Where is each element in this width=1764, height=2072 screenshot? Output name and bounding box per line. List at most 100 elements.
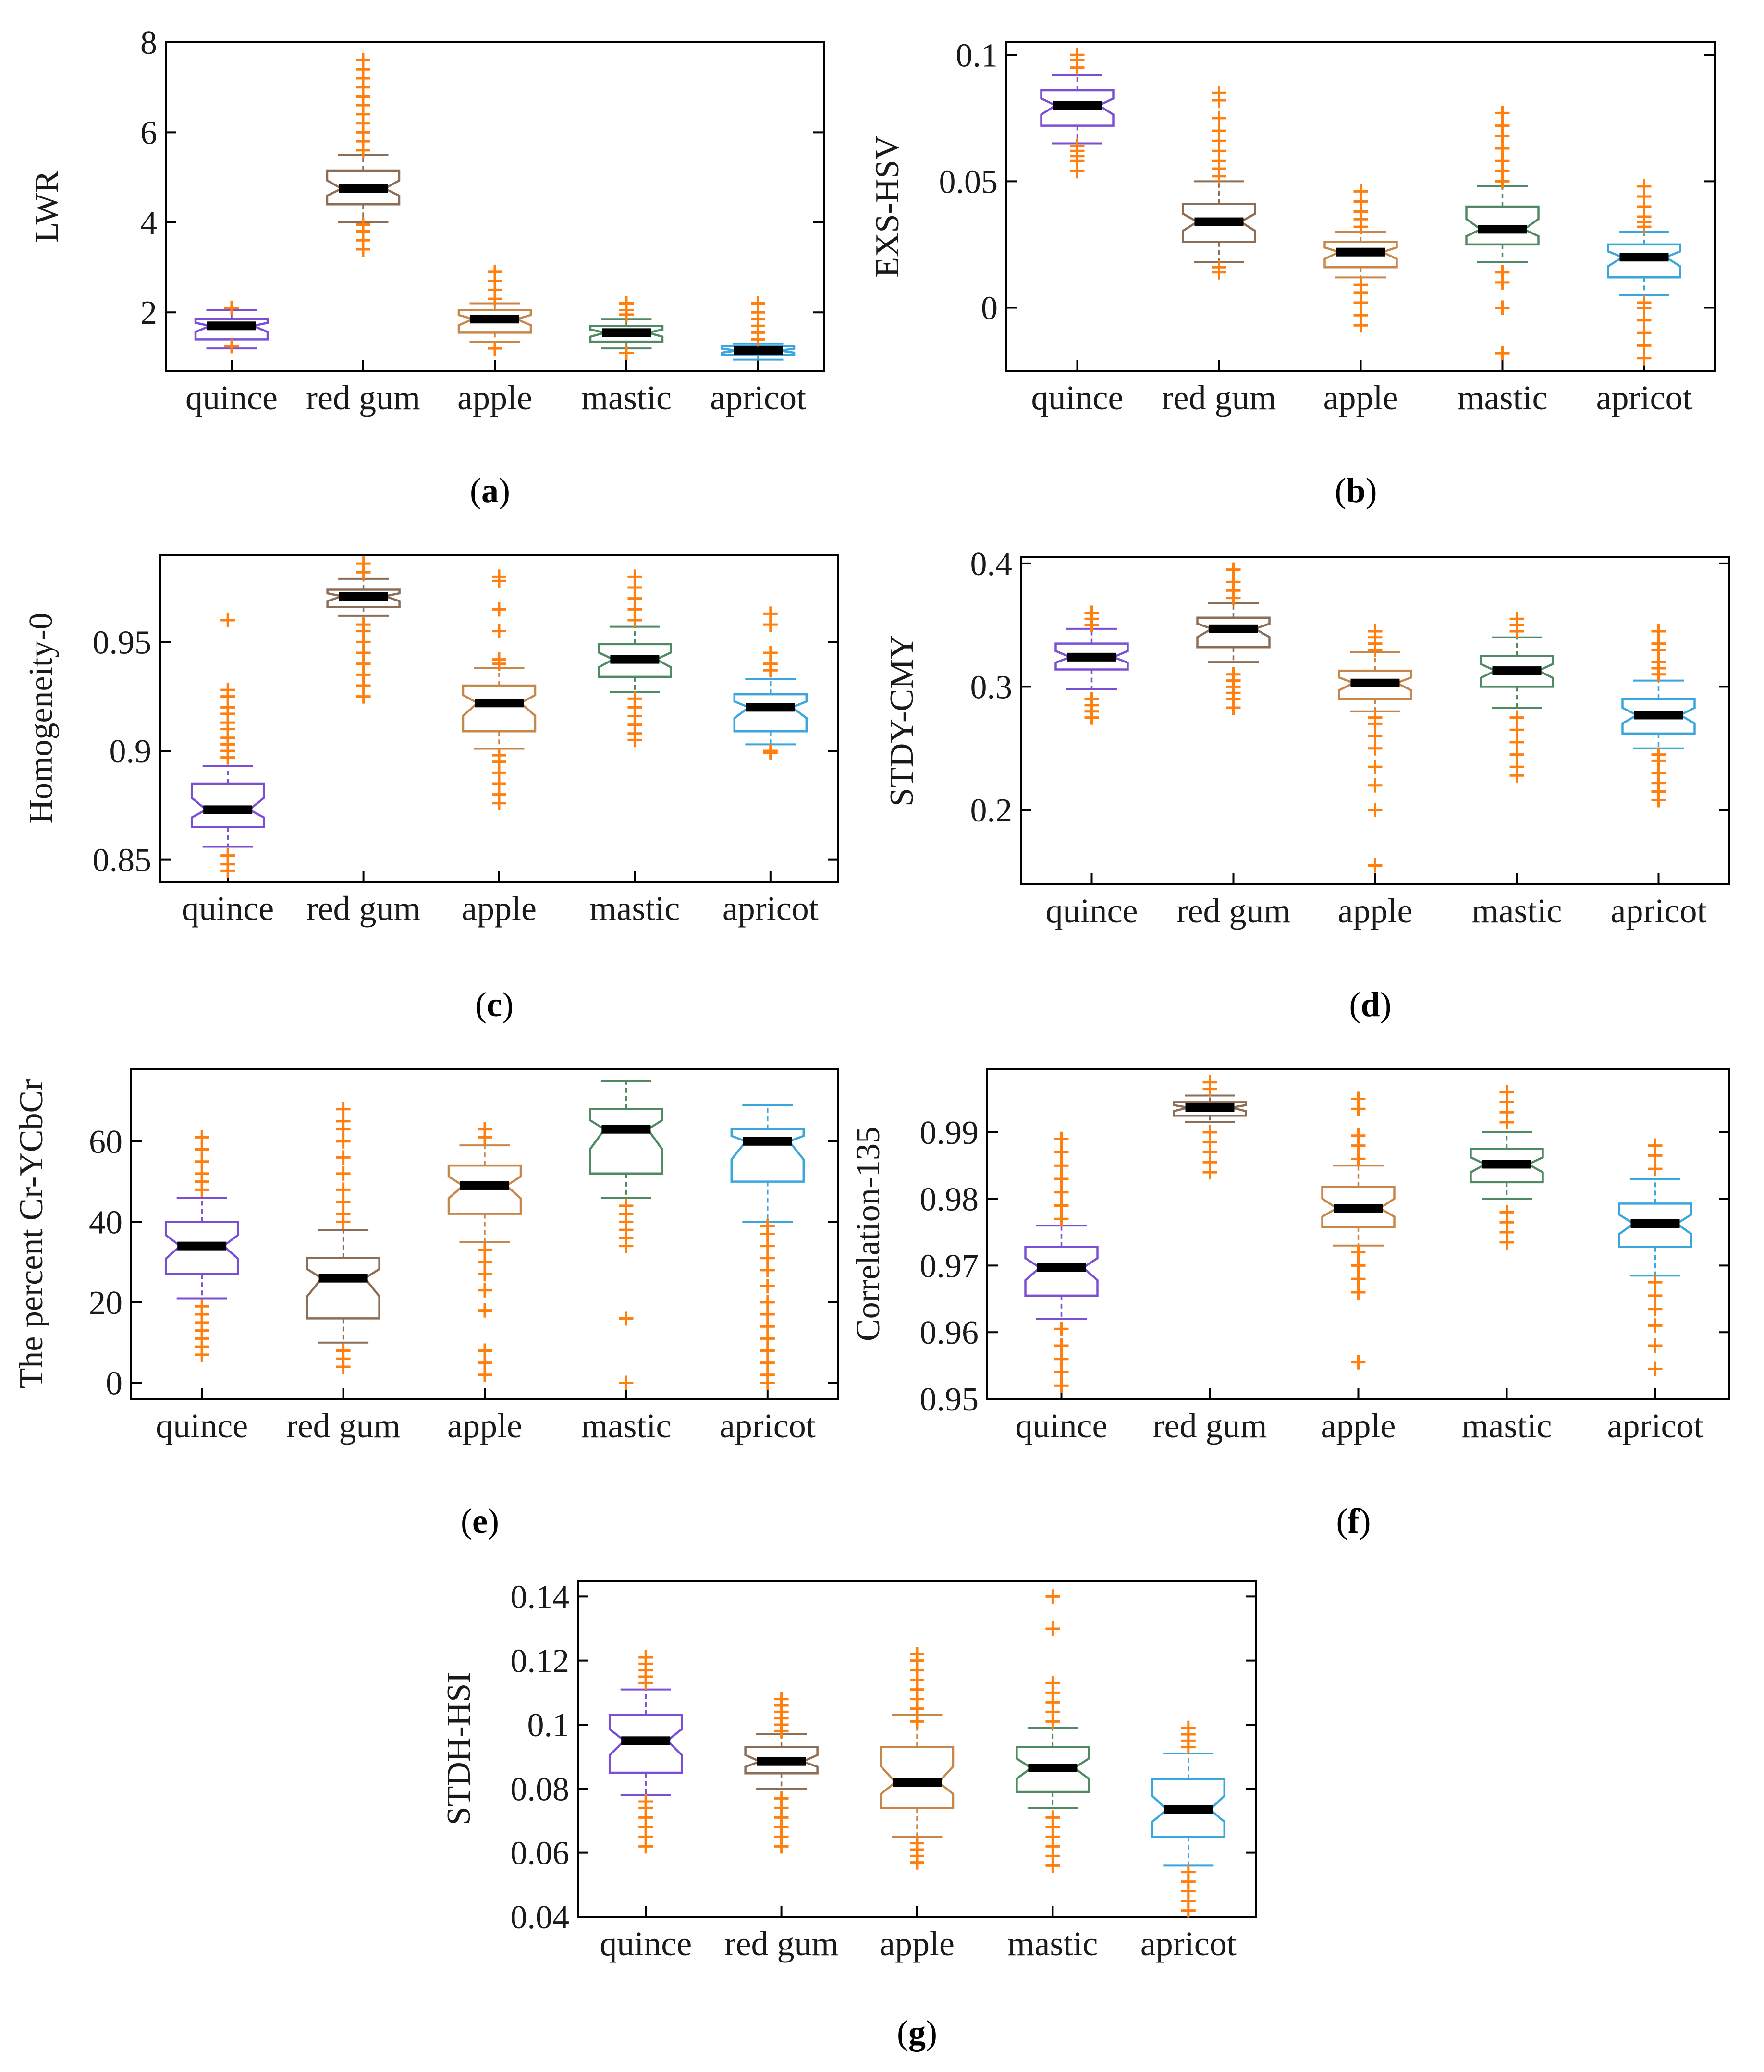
x-tick-label-red-gum: red gum [306, 889, 421, 928]
caption-letter: e [472, 1502, 488, 1540]
panel-caption-c: (c) [475, 985, 514, 1024]
outlier-point [492, 602, 506, 617]
outlier-point [336, 1182, 351, 1197]
box-apricot [1618, 1138, 1692, 1376]
outlier-point [336, 1114, 351, 1128]
x-tick-label-mastic: mastic [581, 1407, 671, 1445]
outlier-point [1054, 1172, 1069, 1186]
median-marker [1634, 711, 1683, 720]
outlier-point [1045, 1676, 1060, 1691]
outlier-point [1212, 123, 1226, 138]
box-apple [462, 569, 537, 810]
outlier-point [760, 1238, 775, 1253]
outlier-point [1495, 141, 1510, 156]
outlier-point [760, 1251, 775, 1265]
outlier-point [1226, 667, 1241, 682]
x-tick-label-red-gum: red gum [306, 379, 420, 417]
chart-panel-d: 0.2 0.3 0.4 quince red gum apple mastic apricot… [883, 546, 1730, 1024]
y-tick-label: 0.99 [920, 1115, 979, 1152]
x-tick-label-apricot: apricot [1611, 892, 1707, 930]
x-tick-label-quince: quince [185, 379, 278, 417]
outlier-point [1651, 747, 1666, 762]
outlier-point [195, 1154, 209, 1169]
outlier-point [619, 1311, 634, 1326]
outlier-point [760, 1295, 775, 1310]
median-marker [318, 1274, 368, 1283]
notched-box [589, 1108, 663, 1175]
y-tick-label: 0.1 [527, 1707, 570, 1744]
box-mastic [1470, 1085, 1544, 1250]
outlier-point [1368, 858, 1383, 873]
outlier-point [1637, 326, 1652, 341]
box-apricot [721, 296, 796, 361]
notched-box [733, 693, 808, 733]
box-mastic [589, 296, 664, 360]
median-marker [177, 1241, 227, 1251]
y-tick-label: 8 [140, 25, 157, 61]
box-apple [1323, 184, 1398, 333]
outlier-point [1368, 624, 1383, 638]
x-tick-label-apricot: apricot [1607, 1407, 1703, 1445]
outlier-point [1495, 106, 1510, 121]
y-tick-label: 60 [89, 1124, 122, 1161]
outlier-point [1181, 1720, 1196, 1735]
box-quince [164, 1130, 239, 1362]
outlier-point [492, 652, 506, 667]
x-tick-label-mastic: mastic [1007, 1925, 1098, 1963]
outlier-point [1045, 1810, 1060, 1825]
caption-letter: a [481, 471, 499, 510]
caption-letter: d [1360, 985, 1380, 1024]
median-marker [1028, 1764, 1078, 1772]
box-red-gum [306, 1102, 380, 1374]
outlier-point [1368, 760, 1383, 774]
outlier-point [1495, 346, 1510, 361]
y-tick-label: 0 [106, 1365, 122, 1402]
box-red-gum [1173, 1075, 1247, 1180]
box-quince [1024, 1131, 1099, 1393]
y-tick-label: 6 [140, 114, 157, 151]
y-axis-label: STDY-CMY [883, 635, 920, 807]
outlier-point [195, 1130, 209, 1145]
outlier-point [1202, 1125, 1217, 1140]
median-marker [734, 346, 783, 355]
outlier-point [1651, 624, 1666, 638]
median-marker [1194, 217, 1244, 226]
x-tick-label-apricot: apricot [1140, 1925, 1237, 1963]
y-tick-label: 0.98 [920, 1181, 979, 1218]
outlier-point [478, 1122, 492, 1137]
median-marker [1037, 1263, 1086, 1272]
median-marker [203, 805, 253, 814]
outlier-point [1648, 1275, 1663, 1290]
box-red-gum [326, 556, 401, 704]
outlier-point [488, 341, 502, 356]
box-apple [447, 1122, 522, 1382]
y-tick-label: 0.95 [920, 1381, 979, 1418]
outlier-point [1651, 766, 1666, 781]
box-apricot [730, 1104, 805, 1390]
box-quince [1054, 605, 1129, 725]
outlier-point [763, 744, 778, 758]
outlier-point [1648, 1138, 1663, 1153]
y-axis-label: Homogeneity-0 [23, 613, 60, 823]
box-red-gum [744, 1692, 819, 1854]
outlier-point [1368, 729, 1383, 744]
y-tick-label: 0.4 [970, 546, 1013, 583]
outlier-point [763, 606, 778, 621]
outlier-point [356, 217, 370, 232]
outlier-point [1648, 1338, 1663, 1353]
outlier-point [1045, 1621, 1060, 1636]
x-tick-label-quince: quince [600, 1925, 692, 1963]
outlier-point [1351, 1258, 1366, 1273]
outlier-point [1648, 1301, 1663, 1316]
y-tick-label: 0.85 [93, 842, 152, 879]
panel-caption-a: (a) [470, 471, 510, 510]
x-tick-label-apricot: apricot [720, 1407, 816, 1445]
outlier-point [760, 1307, 775, 1322]
x-tick-label-mastic: mastic [1462, 1407, 1552, 1445]
median-marker [757, 1757, 806, 1766]
y-tick-label: 0.08 [511, 1771, 570, 1808]
outlier-point [1212, 260, 1226, 275]
outlier-point [1651, 636, 1666, 651]
outlier-point [627, 569, 642, 584]
outlier-point [910, 1714, 924, 1729]
